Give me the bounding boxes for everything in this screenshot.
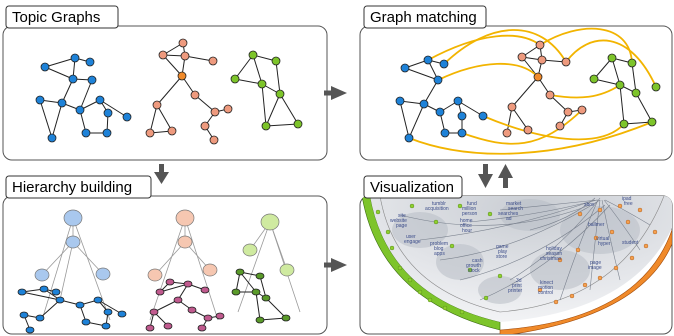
vis-label: printer — [508, 288, 523, 294]
vis-label: acquisition — [425, 206, 449, 212]
panel-label-box — [5, 175, 152, 199]
inner-ring — [379, 196, 665, 313]
vis-label: million — [462, 206, 476, 212]
vis-orange-points — [537, 203, 658, 305]
vis-labels: tumblr acquisition site website page fun… — [390, 196, 639, 296]
vis-label: stock — [468, 268, 480, 274]
panel-label-box — [363, 175, 463, 199]
arrow-down-icon — [478, 164, 493, 188]
vis-label: season — [546, 251, 562, 257]
vis-label: tumblr — [432, 201, 446, 207]
vis-label: office — [460, 223, 472, 229]
vis-label: free — [624, 201, 633, 207]
vis-label: ballmer — [588, 222, 605, 228]
arrow-right-icon — [324, 258, 347, 272]
panel-label-topic-graphs: Topic Graphs — [12, 9, 100, 26]
panel-label-box — [5, 5, 119, 29]
panel-label-box — [363, 5, 487, 29]
vis-label: apps — [434, 251, 445, 257]
orange-outer-band — [499, 229, 672, 334]
vis-label: search — [508, 206, 523, 212]
vis-label: blog — [434, 246, 444, 252]
vis-label: student — [622, 240, 639, 246]
vis-label: person — [462, 211, 478, 217]
vis-label: print — [512, 283, 522, 289]
vis-label: cash — [472, 258, 483, 264]
vis-label: market — [506, 201, 522, 207]
panel-topic-graphs: Topic Graphs — [2, 5, 328, 161]
vis-label: 3d — [516, 278, 522, 284]
arrow-up-icon — [498, 164, 513, 188]
cluster-blobs — [392, 199, 640, 304]
vis-label: website — [390, 218, 407, 224]
panel-frame — [359, 25, 673, 161]
vis-label: play — [498, 249, 508, 255]
vis-label: problem — [430, 241, 448, 247]
panel-label-visualization: Visualization — [370, 179, 454, 196]
hierarchy-leaf-nodes — [17, 268, 291, 334]
panel-label-graph-matching: Graph matching — [370, 9, 477, 26]
matching-nodes — [395, 40, 661, 143]
vis-label: holiday — [546, 246, 562, 252]
arrow-down-icon — [154, 164, 169, 184]
visualization-canvas: tumblr acquisition site website page fun… — [361, 196, 672, 334]
vis-label: user — [406, 234, 416, 240]
arrow-right-icon — [324, 86, 347, 100]
panel-hierarchy-building: Hierarchy building — [2, 175, 328, 335]
vis-label: fund — [467, 201, 477, 207]
matching-links — [408, 27, 657, 155]
vis-label: page — [396, 223, 407, 229]
vis-label: growth — [466, 263, 481, 269]
vis-label: hyper — [598, 241, 611, 247]
vis-label: hour — [462, 228, 472, 234]
vis-label: ipad — [622, 196, 632, 202]
vis-label: virtual — [596, 236, 609, 242]
vis-label: image — [588, 265, 602, 271]
bundled-edges — [399, 197, 651, 301]
panel-graph-matching: Graph matching — [359, 5, 673, 161]
vis-label: searches — [498, 211, 519, 217]
vis-label: home — [460, 218, 473, 224]
vis-label: christmas — [540, 256, 562, 262]
vis-label: page — [590, 260, 601, 266]
vis-label: store — [496, 254, 507, 260]
vis-label: engage — [404, 239, 421, 245]
vis-label: xbox — [584, 202, 595, 208]
hierarchy-ellipses — [34, 209, 295, 282]
vis-label: kinect — [540, 280, 554, 286]
vis-label: motion — [538, 285, 553, 291]
vis-label: game — [496, 244, 509, 250]
panel-visualization: tumblr acquisition site website page fun… — [359, 175, 673, 335]
flow-arrows — [154, 86, 513, 272]
topic-graphs-nodes — [35, 38, 303, 145]
vis-label: site — [398, 213, 406, 219]
vis-label: ad — [506, 216, 512, 222]
vis-label: control — [538, 290, 553, 296]
vis-green-points — [375, 203, 503, 315]
panel-label-hierarchy-building: Hierarchy building — [12, 179, 132, 196]
